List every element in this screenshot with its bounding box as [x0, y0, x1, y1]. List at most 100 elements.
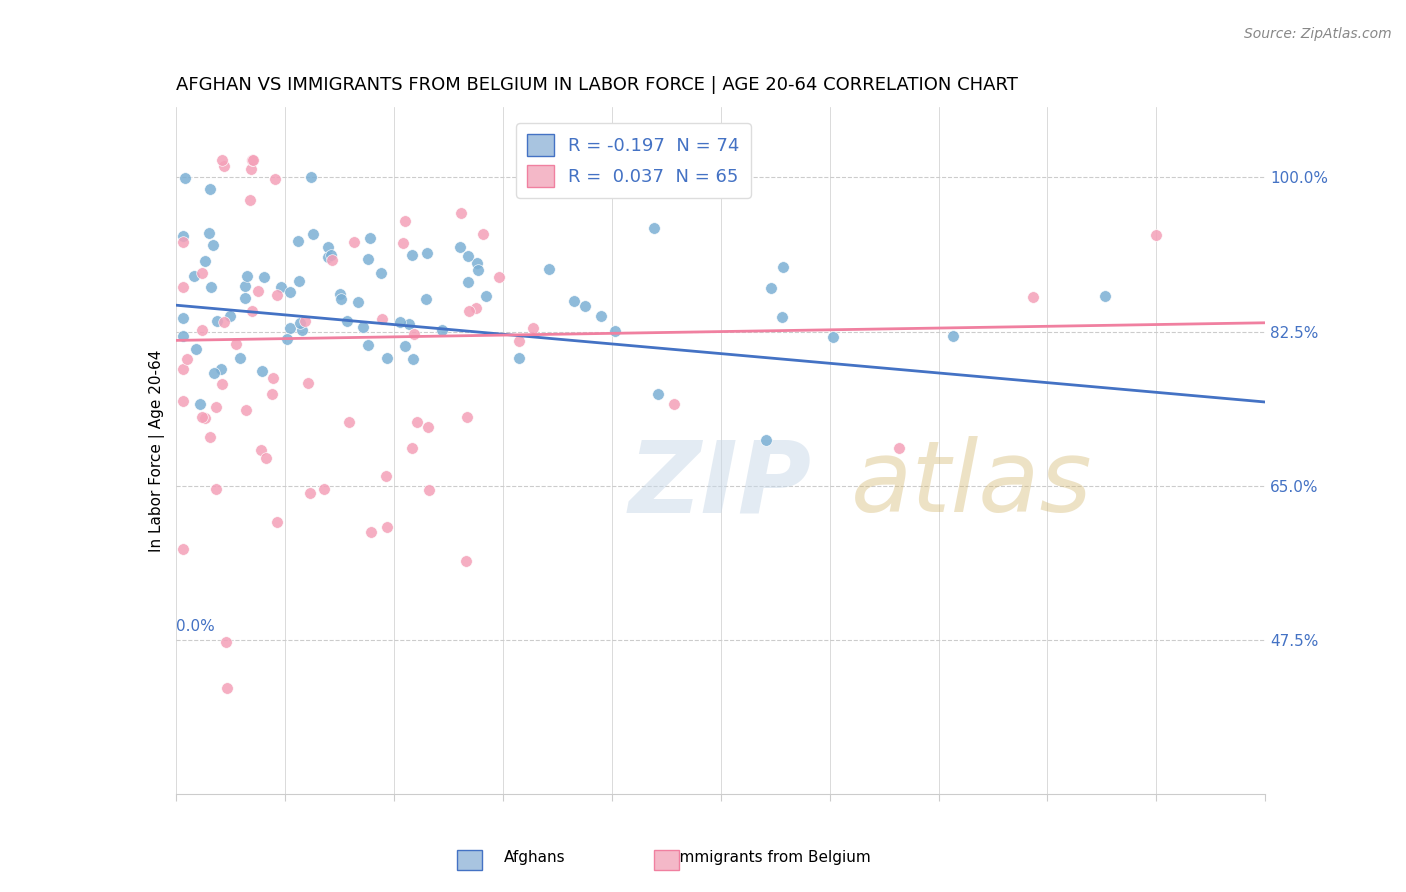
- Point: [205, 483, 228, 497]
- Point: [418, 483, 440, 497]
- Point: [236, 268, 259, 283]
- Point: [370, 266, 392, 280]
- Point: [488, 269, 510, 284]
- Point: [294, 314, 316, 328]
- Point: [562, 294, 585, 309]
- Point: [235, 402, 257, 417]
- Point: [1094, 288, 1116, 302]
- Point: [262, 371, 284, 385]
- Point: [401, 248, 423, 262]
- Point: [321, 252, 343, 267]
- Point: [264, 172, 287, 186]
- Point: [242, 153, 264, 167]
- Text: Source: ZipAtlas.com: Source: ZipAtlas.com: [1244, 27, 1392, 41]
- Point: [337, 415, 360, 429]
- Point: [589, 309, 612, 323]
- Point: [278, 321, 301, 335]
- Point: [254, 451, 277, 466]
- Point: [375, 520, 398, 534]
- Point: [772, 260, 794, 274]
- Point: [190, 266, 212, 280]
- Point: [205, 400, 228, 414]
- Point: [250, 443, 273, 458]
- Point: [357, 252, 380, 267]
- Point: [605, 324, 627, 338]
- Point: [172, 541, 194, 556]
- Point: [198, 182, 221, 196]
- Point: [190, 323, 212, 337]
- Point: [260, 387, 283, 401]
- Point: [276, 332, 298, 346]
- Point: [229, 351, 252, 365]
- Point: [209, 361, 232, 376]
- Point: [240, 153, 263, 167]
- Point: [647, 387, 669, 401]
- Point: [172, 362, 194, 376]
- Point: [172, 279, 194, 293]
- Point: [176, 351, 198, 366]
- Point: [450, 206, 472, 220]
- Point: [508, 351, 530, 365]
- Point: [394, 214, 416, 228]
- Point: [889, 441, 911, 455]
- Point: [319, 248, 342, 262]
- Point: [194, 253, 217, 268]
- Text: Immigrants from Belgium: Immigrants from Belgium: [675, 850, 872, 865]
- Point: [823, 330, 845, 344]
- Point: [253, 269, 276, 284]
- Point: [172, 235, 194, 249]
- Point: [574, 299, 596, 313]
- Point: [770, 310, 793, 324]
- Point: [233, 279, 256, 293]
- Point: [174, 171, 197, 186]
- Point: [215, 681, 238, 696]
- Point: [643, 221, 665, 235]
- Point: [375, 351, 398, 365]
- Point: [194, 410, 217, 425]
- Y-axis label: In Labor Force | Age 20-64: In Labor Force | Age 20-64: [149, 350, 166, 551]
- Point: [352, 320, 374, 334]
- Point: [297, 376, 319, 390]
- Point: [398, 317, 420, 331]
- Point: [471, 227, 494, 241]
- Point: [172, 311, 194, 326]
- Point: [270, 280, 292, 294]
- Point: [211, 377, 233, 392]
- Point: [360, 524, 382, 539]
- Point: [418, 420, 440, 434]
- Point: [201, 238, 224, 252]
- Point: [202, 366, 225, 380]
- Point: [214, 160, 236, 174]
- Point: [662, 396, 685, 410]
- Point: [335, 314, 357, 328]
- Point: [464, 301, 486, 316]
- Point: [250, 364, 273, 378]
- Point: [538, 262, 561, 277]
- Point: [402, 327, 425, 342]
- Point: [755, 434, 778, 448]
- Point: [402, 351, 425, 366]
- Point: [287, 274, 309, 288]
- Point: [280, 285, 302, 299]
- Point: [415, 246, 437, 260]
- Point: [191, 410, 214, 425]
- Point: [457, 409, 479, 424]
- Text: ZIP: ZIP: [628, 436, 813, 533]
- Point: [942, 329, 965, 343]
- Point: [288, 316, 311, 330]
- Point: [457, 249, 479, 263]
- Point: [347, 294, 370, 309]
- Point: [200, 280, 222, 294]
- Legend: R = -0.197  N = 74, R =  0.037  N = 65: R = -0.197 N = 74, R = 0.037 N = 65: [516, 123, 751, 198]
- Point: [343, 235, 366, 249]
- Point: [298, 486, 321, 500]
- Point: [316, 240, 339, 254]
- Point: [312, 482, 335, 496]
- Point: [389, 315, 412, 329]
- Text: Afghans: Afghans: [503, 850, 565, 865]
- Point: [1022, 290, 1045, 304]
- Point: [186, 342, 208, 356]
- Point: [225, 337, 247, 351]
- Point: [183, 269, 205, 284]
- Point: [172, 329, 194, 343]
